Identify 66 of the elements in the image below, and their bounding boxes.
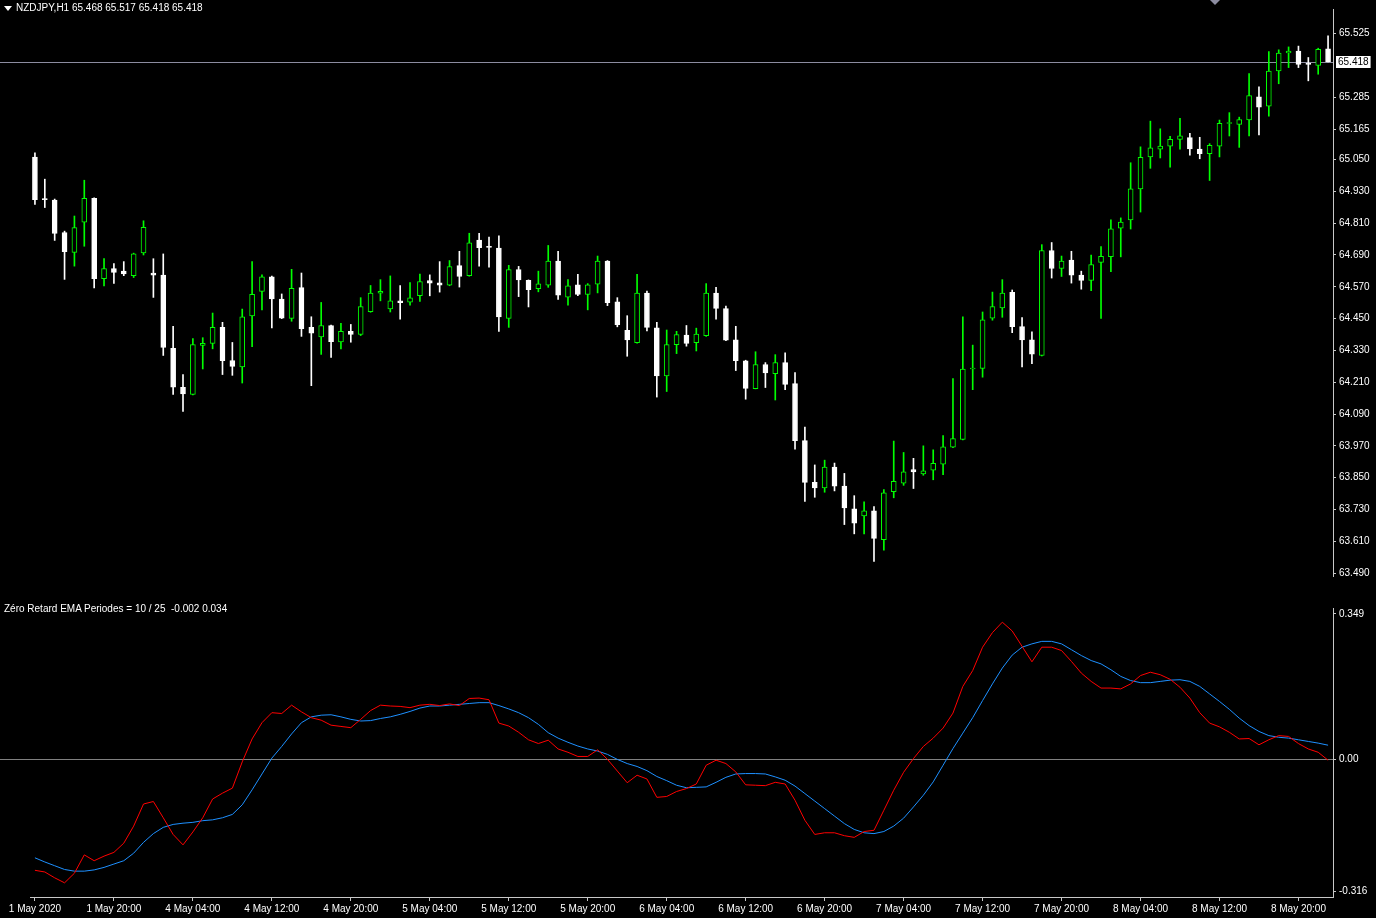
x-tick-label: 5 May 20:00: [560, 902, 616, 914]
y-tick-label: 64.090: [1339, 407, 1371, 419]
x-tick-label: 6 May 12:00: [718, 902, 774, 914]
x-tick-label: 4 May 20:00: [323, 902, 379, 914]
chart-title: Zéro Retard EMA Periodes = 10 / 25 -0.002 0.034: [4, 603, 228, 614]
candlestick: [486, 236, 492, 268]
x-tick-label: 1 May 20:00: [86, 902, 142, 914]
chart-title: NZDJPY,H1 65.468 65.517 65.418 65.418: [16, 2, 203, 13]
candlestick: [811, 464, 818, 498]
y-tick-label: 64.930: [1339, 185, 1371, 197]
candlestick: [1196, 136, 1203, 160]
candlestick: [318, 302, 325, 355]
candlestick: [111, 263, 117, 284]
candlestick: [1117, 217, 1124, 258]
x-tick-label: 7 May 12:00: [955, 902, 1011, 914]
candlestick: [1157, 128, 1164, 159]
candlestick: [890, 440, 897, 499]
y-tick-label: 63.970: [1339, 439, 1371, 451]
candlestick: [950, 378, 956, 449]
candlestick: [1236, 116, 1243, 148]
y-tick-label: 64.210: [1339, 375, 1371, 387]
x-tick-label: 5 May 12:00: [481, 902, 537, 914]
y-tick-label: 63.610: [1339, 535, 1371, 547]
candlestick: [347, 324, 354, 343]
y-tick-label: 64.690: [1339, 248, 1371, 260]
candlestick: [180, 374, 186, 412]
candlestick: [1256, 86, 1262, 136]
y-tick-label: 64.450: [1339, 312, 1371, 324]
x-tick-label: 6 May 20:00: [797, 902, 853, 914]
y-tick-label: 64.570: [1339, 280, 1371, 292]
x-tick-label: 6 May 04:00: [639, 902, 695, 914]
y-tick-label: 63.730: [1339, 503, 1371, 515]
x-tick-label: 5 May 04:00: [402, 902, 458, 914]
y-tick-label: 65.165: [1339, 122, 1371, 134]
ref-line-label: 65.418: [1338, 55, 1370, 67]
y-tick-label: 0.00: [1339, 753, 1359, 765]
x-tick-label: 1 May 2020: [8, 902, 62, 914]
y-tick-label: 0.349: [1339, 607, 1365, 619]
candlestick: [969, 344, 976, 390]
candlestick: [1167, 135, 1173, 168]
y-tick-label: 64.330: [1339, 344, 1371, 356]
candlestick: [930, 449, 937, 481]
candlestick: [397, 285, 403, 320]
x-tick-label: 7 May 20:00: [1034, 902, 1090, 914]
y-tick-label: 64.810: [1339, 216, 1371, 228]
candlestick: [861, 501, 867, 535]
y-tick-label: 65.285: [1339, 91, 1371, 103]
candlestick: [1098, 246, 1104, 319]
candlestick: [249, 261, 255, 348]
y-tick-label: -0.316: [1339, 884, 1368, 896]
y-tick-label: 63.850: [1339, 471, 1371, 483]
candlestick: [624, 315, 631, 357]
x-tick-label: 4 May 04:00: [165, 902, 221, 914]
candlestick: [199, 337, 206, 370]
x-tick-label: 7 May 04:00: [876, 902, 932, 914]
candlestick: [387, 275, 394, 313]
x-tick-label: 8 May 04:00: [1112, 902, 1169, 914]
x-tick-label: 4 May 12:00: [244, 902, 300, 914]
y-tick-label: 63.490: [1339, 566, 1371, 578]
y-tick-label: 65.525: [1339, 27, 1371, 39]
candlestick: [407, 282, 413, 306]
candlestick: [1177, 117, 1183, 150]
y-tick-label: 65.050: [1339, 153, 1371, 165]
candlestick: [426, 274, 433, 297]
x-tick-label: 8 May 20:00: [1270, 902, 1327, 914]
x-tick-label: 8 May 12:00: [1191, 902, 1248, 914]
